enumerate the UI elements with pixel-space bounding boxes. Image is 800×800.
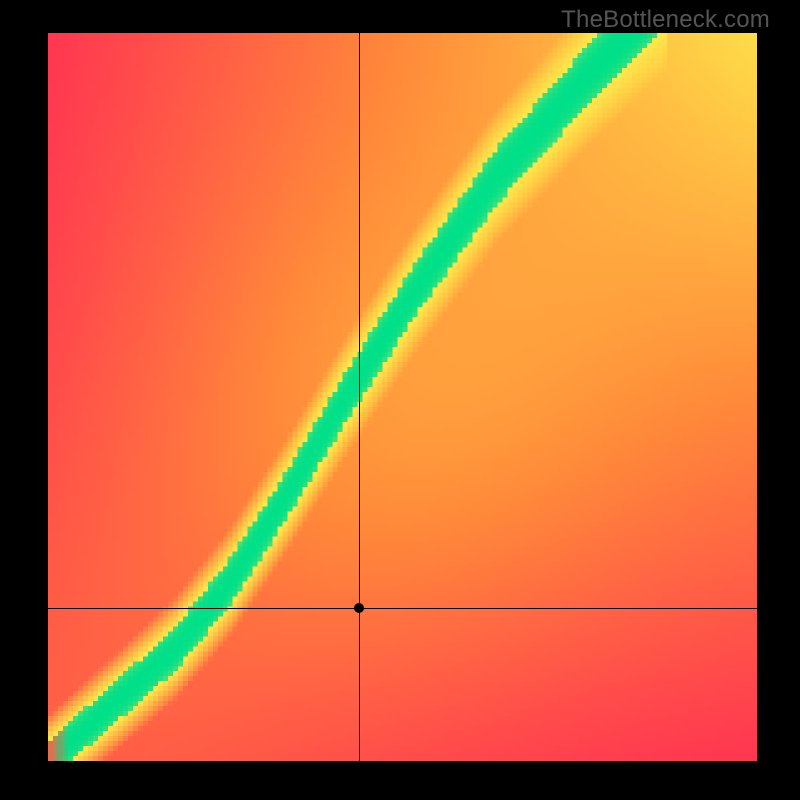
marker-dot [354,603,364,613]
crosshair-horizontal [48,608,757,609]
heatmap-plot [48,33,757,761]
heatmap-canvas [48,33,757,761]
chart-container: TheBottleneck.com [0,0,800,800]
crosshair-vertical [359,33,360,761]
watermark-text: TheBottleneck.com [561,6,770,34]
